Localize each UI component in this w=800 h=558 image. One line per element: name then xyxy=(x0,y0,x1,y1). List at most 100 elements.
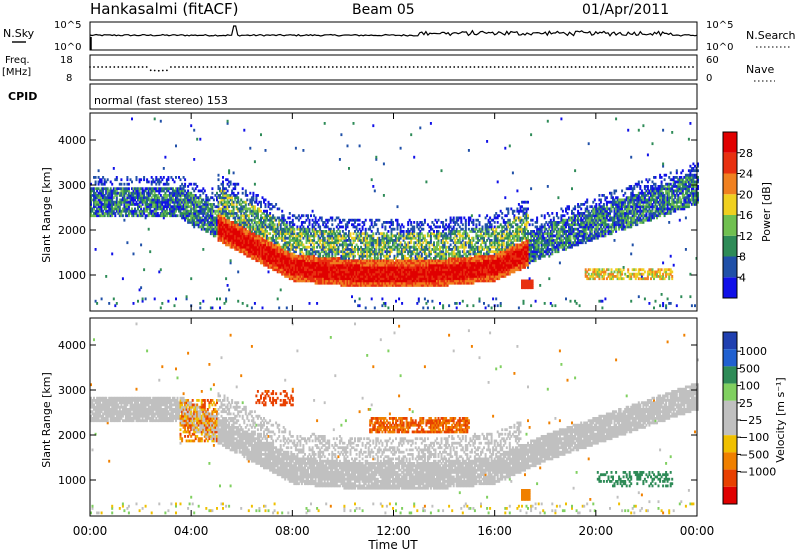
power-cell xyxy=(199,302,201,305)
freq-point xyxy=(146,66,148,68)
power-cell xyxy=(397,219,399,222)
freq-point xyxy=(158,70,160,72)
power-cell xyxy=(281,210,283,213)
power-cell xyxy=(116,176,118,179)
power-cell xyxy=(433,307,435,310)
freq-point xyxy=(356,66,358,68)
power-cell xyxy=(242,302,244,305)
freq-point xyxy=(433,66,435,68)
power-cell xyxy=(459,302,461,305)
beam-title: Beam 05 xyxy=(352,2,415,18)
freq-point xyxy=(518,66,520,68)
freq-point xyxy=(348,66,350,68)
freq-point xyxy=(109,66,111,68)
freq-point xyxy=(591,66,593,68)
power-cell xyxy=(193,158,195,161)
nave-label: Nave xyxy=(746,63,774,76)
freq-point xyxy=(603,66,605,68)
power-cell xyxy=(312,210,314,213)
power-cell xyxy=(219,307,221,310)
freq-point xyxy=(267,66,269,68)
power-cell xyxy=(218,174,220,177)
power-cell xyxy=(257,194,259,197)
power-cell xyxy=(242,187,244,190)
freq-point xyxy=(283,66,285,68)
nsky-tick-top: 10^5 xyxy=(54,20,81,31)
freq-point xyxy=(474,66,476,68)
freq-point xyxy=(449,66,451,68)
freq-point xyxy=(117,66,119,68)
freq-point xyxy=(526,66,528,68)
power-cell xyxy=(145,298,147,301)
power-cell xyxy=(95,248,97,251)
freq-point xyxy=(401,66,403,68)
freq-point xyxy=(207,66,209,68)
date-title: 01/Apr/2011 xyxy=(582,2,669,18)
freq-point xyxy=(652,66,654,68)
power-cell xyxy=(193,129,195,132)
power-cell xyxy=(245,190,247,193)
freq-point xyxy=(93,66,95,68)
power-cell xyxy=(378,219,380,222)
power-cell xyxy=(347,145,349,148)
freq-point xyxy=(219,66,221,68)
freq-point xyxy=(583,66,585,68)
power-cell xyxy=(190,183,192,186)
freq-point xyxy=(559,66,561,68)
power-cell xyxy=(447,241,449,244)
power-cell xyxy=(384,302,386,305)
power-cell xyxy=(95,176,97,179)
power-cell xyxy=(403,226,405,229)
power-cell xyxy=(96,302,98,305)
freq-point xyxy=(259,66,261,68)
power-cell xyxy=(383,194,385,197)
power-cell xyxy=(265,203,267,206)
freq-point xyxy=(130,66,132,68)
power-cell xyxy=(331,217,333,220)
freq-point xyxy=(372,66,374,68)
power-cell xyxy=(128,187,130,190)
freq-point xyxy=(381,66,383,68)
freq-point xyxy=(255,66,257,68)
freq-point xyxy=(316,66,318,68)
power-cell xyxy=(174,181,176,184)
freq-point xyxy=(635,66,637,68)
freq-point xyxy=(166,70,168,72)
power-cell xyxy=(293,223,295,226)
freq-point xyxy=(178,66,180,68)
power-cell xyxy=(190,124,192,127)
nsky-trace xyxy=(90,26,697,36)
power-cell xyxy=(237,183,239,186)
power-cell xyxy=(315,217,317,220)
freq-point xyxy=(542,66,544,68)
power-cell xyxy=(160,307,162,310)
freq-point xyxy=(486,66,488,68)
freq-point xyxy=(688,66,690,68)
freq-point xyxy=(417,66,419,68)
power-cell xyxy=(202,248,204,251)
freq-point xyxy=(97,66,99,68)
freq-point xyxy=(421,66,423,68)
power-cell xyxy=(354,255,356,258)
freq-point xyxy=(461,66,463,68)
power-cell xyxy=(456,307,458,310)
power-cell xyxy=(219,298,221,301)
freq-point xyxy=(89,66,91,68)
power-cell xyxy=(309,302,311,305)
power-cell xyxy=(213,199,215,202)
power-cell xyxy=(309,228,311,231)
power-cell xyxy=(286,307,288,310)
power-cell xyxy=(126,176,128,179)
power-cell xyxy=(319,226,321,229)
power-cell xyxy=(427,300,429,303)
freq-point xyxy=(680,66,682,68)
power-cell xyxy=(175,176,177,179)
power-cell xyxy=(387,307,389,310)
freq-point xyxy=(587,66,589,68)
freq-label-1: Freq. xyxy=(5,55,30,66)
power-cell xyxy=(392,221,394,224)
power-cell xyxy=(237,300,239,303)
freq-point xyxy=(320,66,322,68)
power-cell xyxy=(260,201,262,204)
freq-point xyxy=(154,70,156,72)
